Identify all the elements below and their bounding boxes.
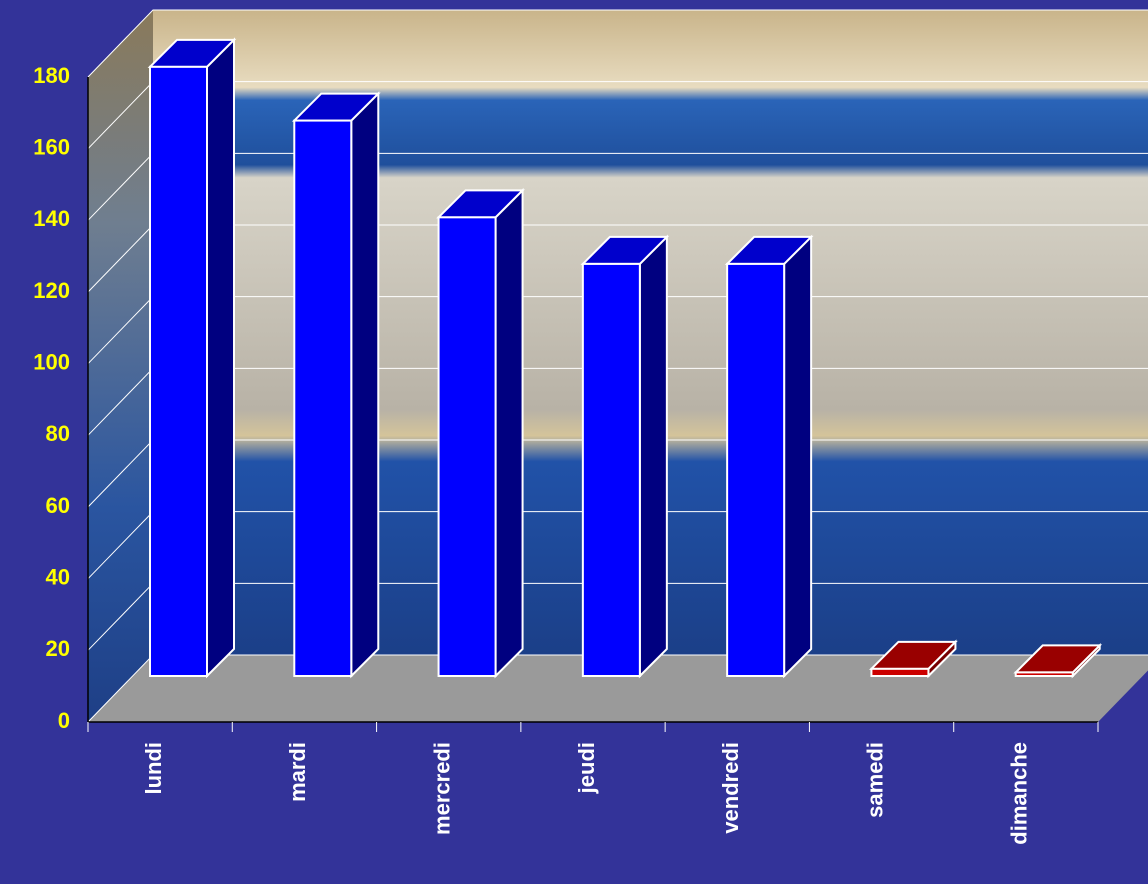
side-wall — [88, 10, 153, 722]
y-tick-label: 120 — [33, 278, 70, 303]
bar-side — [784, 237, 811, 676]
bar-front — [727, 264, 784, 676]
bar-front — [1016, 672, 1073, 676]
x-tick-label: lundi — [141, 742, 166, 795]
bar-side — [640, 237, 667, 676]
x-tick-label: mercredi — [430, 742, 455, 835]
y-tick-label: 40 — [46, 564, 70, 589]
x-tick-label: mardi — [285, 742, 310, 802]
page: {"chart_data":{"type":"bar3d", "categori… — [0, 0, 1148, 884]
bar-front — [439, 217, 496, 676]
bar — [439, 190, 523, 676]
bar-front — [294, 121, 351, 676]
bar-front — [583, 264, 640, 676]
bar-front — [871, 669, 928, 676]
x-tick-label: vendredi — [718, 742, 743, 834]
bar — [150, 40, 234, 676]
bar-front — [150, 67, 207, 676]
x-tick-label: jeudi — [574, 742, 599, 794]
bar — [727, 237, 811, 676]
y-tick-label: 0 — [58, 708, 70, 733]
y-tick-label: 140 — [33, 206, 70, 231]
bar-side — [496, 190, 523, 676]
y-tick-label: 60 — [46, 493, 70, 518]
bar-side — [207, 40, 234, 676]
y-tick-label: 180 — [33, 63, 70, 88]
x-tick-label: samedi — [862, 742, 887, 818]
bar — [294, 94, 378, 676]
y-tick-label: 80 — [46, 421, 70, 446]
bar — [583, 237, 667, 676]
y-tick-label: 20 — [46, 636, 70, 661]
bar-side — [351, 94, 378, 676]
y-tick-label: 100 — [33, 349, 70, 374]
y-tick-label: 160 — [33, 134, 70, 159]
x-tick-label: dimanche — [1007, 742, 1032, 845]
chart: 0 20 40 60 80 100 120 140 160 180 lundi mardi mercre… — [0, 0, 1148, 884]
